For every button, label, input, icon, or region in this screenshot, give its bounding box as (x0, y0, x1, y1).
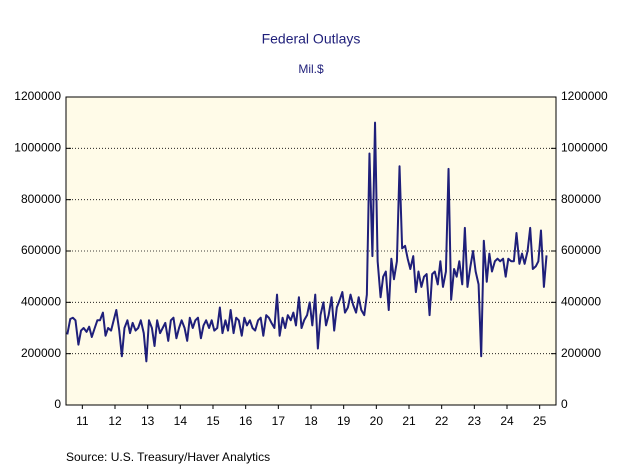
y2-tick-label: 0 (561, 397, 568, 411)
x-tick-label: 17 (272, 414, 286, 428)
y-tick-label: 400000 (21, 295, 61, 309)
x-tick-label: 23 (468, 414, 482, 428)
y-tick-label: 1200000 (14, 89, 61, 103)
y-tick-label: 600000 (21, 243, 61, 257)
x-tick-label: 16 (239, 414, 253, 428)
y2-tick-label: 600000 (561, 243, 601, 257)
y2-tick-label: 800000 (561, 192, 601, 206)
chart-title: Federal Outlays (262, 31, 361, 47)
y-tick-label: 1000000 (14, 141, 61, 155)
x-tick-label: 21 (402, 414, 416, 428)
x-tick-label: 24 (500, 414, 514, 428)
x-tick-label: 11 (76, 414, 89, 428)
x-tick-label: 19 (337, 414, 351, 428)
y2-tick-label: 1000000 (561, 141, 608, 155)
plot-background (66, 97, 556, 405)
y-tick-label: 800000 (21, 192, 61, 206)
source-note: Source: U.S. Treasury/Haver Analytics (66, 450, 270, 464)
x-tick-label: 13 (141, 414, 155, 428)
y2-tick-label: 1200000 (561, 89, 608, 103)
y2-tick-label: 200000 (561, 346, 601, 360)
x-tick-label: 25 (533, 414, 547, 428)
x-tick-label: 12 (108, 414, 122, 428)
x-tick-label: 15 (206, 414, 220, 428)
chart-subtitle: Mil.$ (298, 62, 324, 76)
x-tick-label: 18 (304, 414, 318, 428)
y-tick-label: 200000 (21, 346, 61, 360)
y-tick-label: 0 (54, 397, 61, 411)
plot-frame (65, 96, 557, 406)
x-tick-label: 20 (370, 414, 384, 428)
y2-tick-label: 400000 (561, 295, 601, 309)
x-tick-label: 22 (435, 414, 449, 428)
x-tick-label: 14 (174, 414, 188, 428)
data-line (66, 121, 548, 363)
